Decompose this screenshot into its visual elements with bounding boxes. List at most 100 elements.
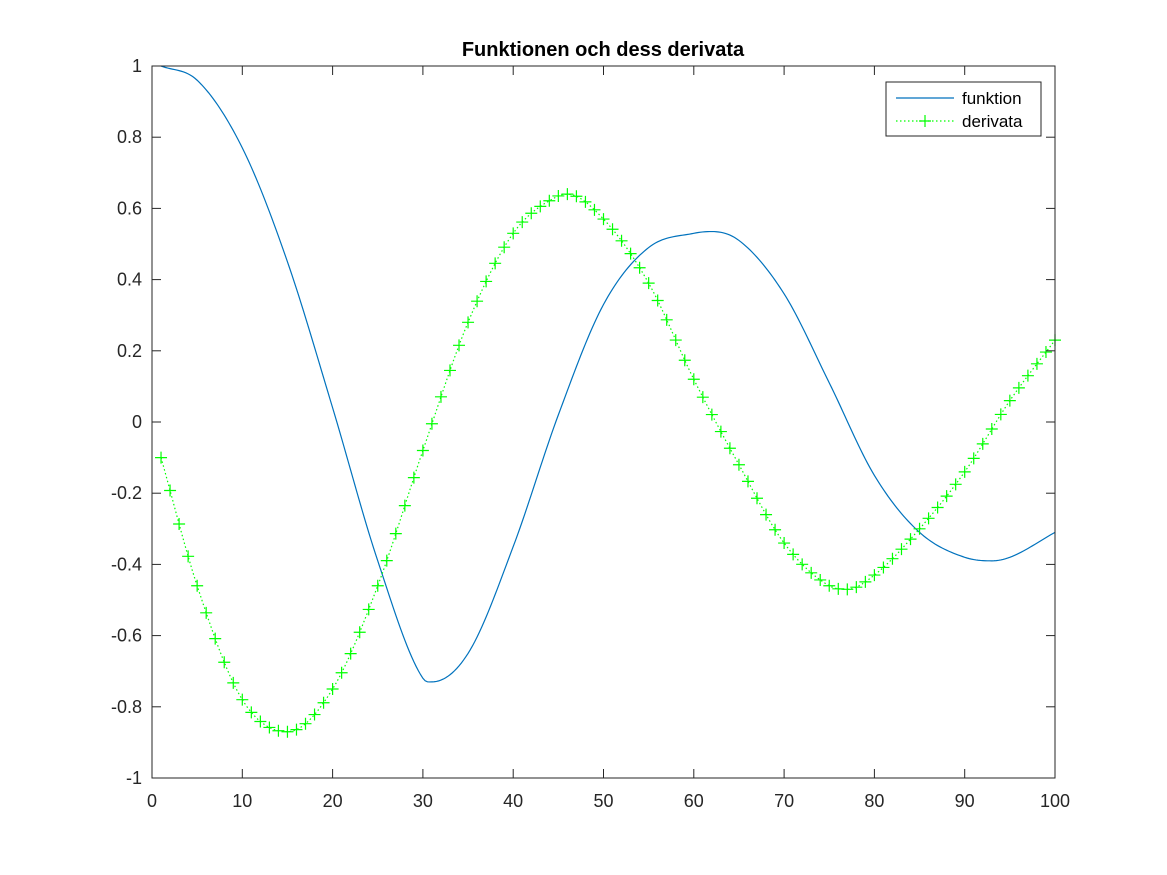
data-point: [227, 676, 240, 689]
data-point: [760, 508, 773, 521]
data-point: [281, 725, 294, 738]
data-point: [714, 425, 727, 438]
x-tick-label: 30: [413, 791, 433, 811]
data-point: [931, 501, 944, 514]
data-point: [769, 523, 782, 536]
data-point: [958, 465, 971, 478]
x-tick-label: 40: [503, 791, 523, 811]
y-tick-label: 0: [132, 412, 142, 432]
data-point: [245, 706, 258, 719]
data-point: [434, 390, 447, 403]
data-point: [696, 391, 709, 404]
data-point: [561, 188, 574, 201]
data-point: [489, 257, 502, 270]
data-point: [443, 364, 456, 377]
data-point: [976, 437, 989, 450]
data-point: [1030, 357, 1043, 370]
data-point: [651, 294, 664, 307]
y-axis: -1 -0.8 -0.6 -0.4 -0.2 0 0.2 0.4 0.6 0.8 1: [111, 56, 1055, 788]
data-point: [326, 683, 339, 695]
data-point: [290, 723, 303, 736]
data-point: [308, 708, 321, 721]
data-point: [335, 666, 348, 679]
legend-label-funktion: funktion: [962, 89, 1022, 108]
data-point: [814, 573, 827, 586]
y-tick-label: 0.6: [117, 198, 142, 218]
data-point: [778, 537, 791, 550]
data-point: [823, 579, 836, 592]
data-point: [155, 451, 168, 464]
data-point: [1012, 381, 1025, 394]
data-point: [904, 533, 917, 546]
data-point: [164, 484, 177, 497]
data-point: [471, 295, 484, 308]
data-point: [380, 554, 393, 567]
data-point: [254, 715, 267, 728]
y-tick-label: 0.8: [117, 127, 142, 147]
x-tick-label: 80: [864, 791, 884, 811]
data-point: [949, 478, 962, 491]
data-point: [642, 277, 655, 290]
data-point: [723, 442, 736, 455]
data-point: [480, 275, 493, 288]
data-point: [272, 724, 285, 737]
data-point: [850, 581, 863, 594]
legend-label-derivata: derivata: [962, 112, 1023, 131]
data-point: [588, 203, 601, 216]
data-point: [425, 417, 438, 430]
data-point: [741, 475, 754, 488]
data-point: [597, 213, 610, 226]
data-point: [1021, 369, 1034, 382]
data-point: [787, 548, 800, 561]
data-point: [173, 517, 186, 530]
x-tick-label: 20: [323, 791, 343, 811]
legend-marker: [919, 115, 931, 127]
legend-box: [885, 81, 1042, 137]
y-tick-label: -0.2: [111, 483, 142, 503]
data-point: [967, 452, 980, 465]
y-tick-label: -0.6: [111, 626, 142, 646]
data-point: [389, 527, 402, 540]
data-point: [552, 189, 565, 202]
data-point: [353, 626, 366, 639]
data-point: [922, 512, 935, 525]
data-point: [705, 408, 718, 421]
x-tick-label: 100: [1040, 791, 1070, 811]
data-point: [507, 227, 520, 240]
data-point: [913, 522, 926, 535]
x-tick-label: 90: [955, 791, 975, 811]
data-point: [985, 423, 998, 436]
data-point: [805, 566, 818, 579]
data-point: [895, 543, 908, 556]
data-point: [841, 583, 854, 596]
series-layer: [155, 65, 1061, 738]
data-point: [344, 647, 357, 660]
x-tick-label: 60: [684, 791, 704, 811]
plot-background: [152, 66, 1055, 778]
data-point: [633, 261, 646, 274]
series-markers-derivata: [155, 188, 1061, 738]
data-point: [398, 499, 411, 512]
data-point: [624, 247, 637, 260]
data-point: [868, 569, 881, 582]
data-point: [236, 693, 249, 706]
data-point: [209, 632, 222, 645]
data-point: [525, 207, 538, 220]
y-tick-label: 1: [132, 56, 142, 76]
data-point: [371, 579, 384, 592]
data-point: [579, 195, 592, 208]
x-tick-label: 70: [774, 791, 794, 811]
data-point: [191, 579, 204, 592]
data-point: [751, 492, 764, 505]
data-point: [516, 216, 529, 229]
y-tick-label: -0.4: [111, 554, 142, 574]
data-point: [940, 490, 953, 503]
data-point: [886, 552, 899, 565]
data-point: [462, 316, 475, 329]
data-point: [570, 190, 583, 203]
y-tick-label: 0.2: [117, 341, 142, 361]
data-point: [263, 721, 276, 734]
data-point: [1039, 346, 1052, 359]
y-tick-label: -0.8: [111, 697, 142, 717]
x-tick-label: 10: [232, 791, 252, 811]
